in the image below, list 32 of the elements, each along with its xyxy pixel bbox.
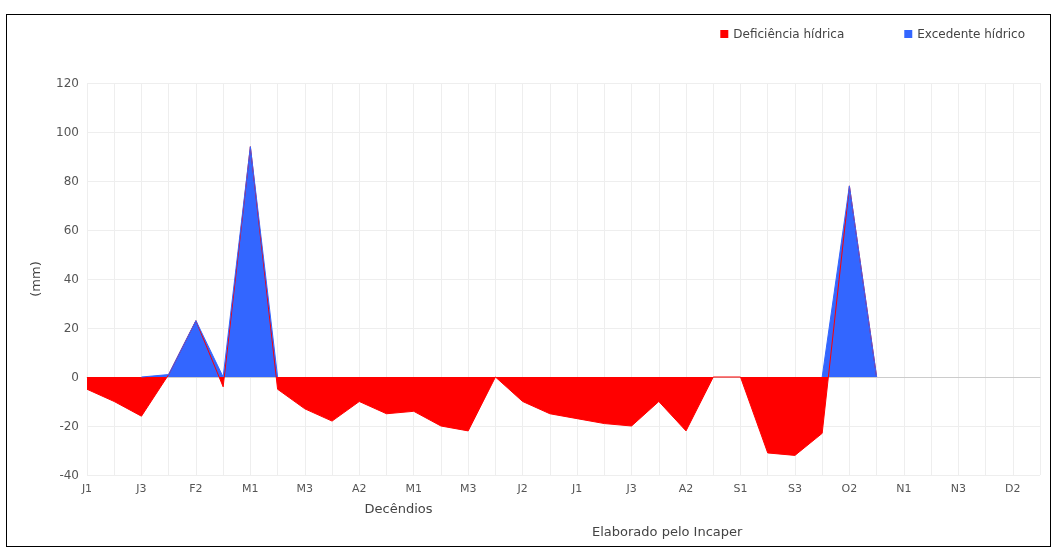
y-tick-label: 0 — [71, 370, 79, 384]
x-tick-label: O2 — [841, 482, 858, 495]
y-tick-label: 120 — [56, 76, 79, 90]
x-tick-label: J2 — [516, 482, 528, 495]
y-tick-label: -40 — [59, 468, 79, 482]
x-tick-label: A2 — [678, 482, 694, 495]
y-tick-label: 20 — [63, 321, 79, 335]
y-tick-label: 40 — [63, 272, 79, 286]
x-tick-label: N3 — [950, 482, 966, 495]
text: Elaborado pelo Incaper — [592, 524, 744, 539]
legend-label: Excedente hídrico — [917, 27, 1026, 41]
y-tick-label: 100 — [56, 125, 79, 139]
x-axis-title: Decêndios — [364, 501, 433, 516]
x-tick-label: M3 — [459, 482, 477, 495]
x-tick-label: A2 — [352, 482, 367, 495]
x-tick-label: M3 — [296, 482, 314, 495]
y-axis-title: (mm) — [28, 261, 43, 297]
x-tick-label: M1 — [405, 482, 422, 495]
y-tick-label: -20 — [59, 419, 79, 433]
x-tick-label: N1 — [896, 482, 912, 495]
x-tick-label: M1 — [242, 482, 259, 495]
x-tick-label: J3 — [625, 482, 637, 495]
x-tick-label: J1 — [80, 482, 93, 495]
x-tick-label: F2 — [189, 482, 203, 495]
legend-label: Deficiência hídrica — [733, 27, 845, 41]
x-tick-label: J3 — [135, 482, 147, 495]
x-tick-label: S3 — [787, 482, 802, 495]
y-tick-label: 80 — [63, 174, 79, 188]
y-tick-label: 60 — [63, 223, 79, 237]
x-tick-label: D2 — [1005, 482, 1021, 495]
x-tick-label: J1 — [570, 482, 583, 495]
x-tick-label: S1 — [733, 482, 748, 495]
